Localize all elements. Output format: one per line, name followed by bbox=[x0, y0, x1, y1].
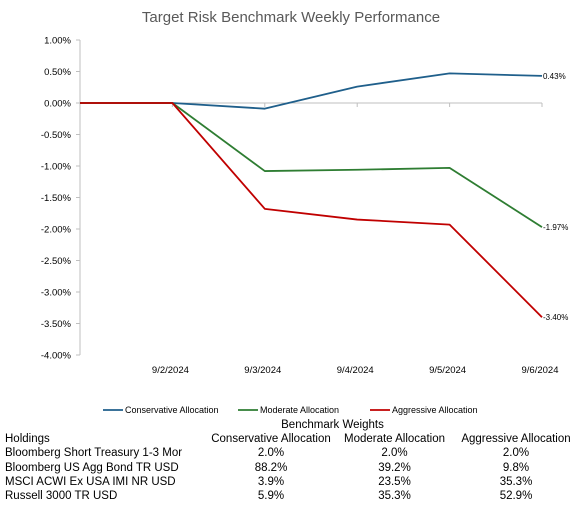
y-tick-label: -0.50% bbox=[41, 130, 72, 141]
x-tick-label: 9/5/2024 bbox=[429, 365, 466, 376]
y-tick-label: -1.00% bbox=[41, 162, 72, 173]
series-end-label: -3.40% bbox=[543, 313, 568, 322]
y-axis: 1.00% 0.50% 0.00% -0.50% -1.00% -1.50% -2.00% -… bbox=[41, 36, 81, 362]
table-caption: Benchmark Weights bbox=[281, 419, 384, 431]
moderate-weight: 23.5% bbox=[378, 475, 411, 488]
x-axis: 9/2/2024 9/3/2024 9/4/2024 9/5/2024 9/6/2024 bbox=[80, 102, 559, 376]
y-tick-label: -2.00% bbox=[41, 225, 72, 236]
header-conservative: Conservative Allocation bbox=[211, 433, 331, 446]
y-tick-label: -4.00% bbox=[41, 351, 72, 362]
legend-label: Conservative Allocation bbox=[125, 405, 219, 415]
y-tick-label: 0.00% bbox=[44, 99, 71, 110]
legend-label: Moderate Allocation bbox=[260, 405, 339, 415]
series-end-label: 0.43% bbox=[543, 72, 566, 81]
table-row: Bloomberg Short Treasury 1-3 Mor 2.0% 2.… bbox=[5, 446, 580, 460]
performance-chart: Target Risk Benchmark Weekly Performance… bbox=[41, 9, 568, 415]
chart-title: Target Risk Benchmark Weekly Performance bbox=[142, 9, 440, 26]
conservative-weight: 88.2% bbox=[254, 461, 288, 474]
benchmark-weights-table: Benchmark Weights Holdings Conservative … bbox=[5, 418, 580, 503]
table-row: Russell 3000 TR USD 5.9% 35.3% 52.9% bbox=[5, 489, 580, 503]
series-group: 0.43% -1.97% -3.40% bbox=[80, 72, 568, 322]
aggressive-weight: 9.8% bbox=[502, 461, 530, 474]
conservative-weight: 5.9% bbox=[257, 490, 285, 503]
x-tick-label: 9/4/2024 bbox=[337, 365, 374, 376]
aggressive-weight: 2.0% bbox=[502, 447, 530, 460]
x-tick-label: 9/2/2024 bbox=[152, 365, 189, 376]
y-tick-label: -3.00% bbox=[41, 288, 72, 299]
legend: Conservative Allocation Moderate Allocati… bbox=[103, 405, 478, 415]
conservative-weight: 2.0% bbox=[257, 447, 285, 460]
legend-label: Aggressive Allocation bbox=[392, 405, 478, 415]
x-tick-label: 9/3/2024 bbox=[244, 365, 281, 376]
y-tick-label: 1.00% bbox=[44, 36, 71, 47]
moderate-weight: 39.2% bbox=[378, 461, 411, 474]
x-tick-label: 9/6/2024 bbox=[522, 365, 559, 376]
series-line bbox=[80, 102, 543, 228]
series-line bbox=[80, 102, 543, 318]
holding-name: Bloomberg US Agg Bond TR USD bbox=[5, 461, 179, 474]
y-tick-label: -1.50% bbox=[41, 193, 72, 204]
table-header-row: Holdings Conservative Allocation Moderat… bbox=[5, 432, 580, 446]
y-tick-label: -3.50% bbox=[41, 319, 72, 330]
holding-name: Russell 3000 TR USD bbox=[5, 490, 118, 503]
series-end-label: -1.97% bbox=[543, 223, 568, 232]
y-tick-label: 0.50% bbox=[44, 67, 71, 78]
header-aggressive: Aggressive Allocation bbox=[461, 433, 571, 446]
y-tick-label: -2.50% bbox=[41, 256, 72, 267]
holding-name: Bloomberg Short Treasury 1-3 Mor bbox=[5, 447, 183, 460]
moderate-weight: 35.3% bbox=[378, 490, 411, 503]
table-row: Bloomberg US Agg Bond TR USD 88.2% 39.2%… bbox=[5, 461, 580, 475]
aggressive-weight: 35.3% bbox=[499, 475, 533, 488]
table-row: MSCI ACWI Ex USA IMI NR USD 3.9% 23.5% 3… bbox=[5, 475, 580, 489]
conservative-weight: 3.9% bbox=[257, 475, 285, 488]
header-holdings: Holdings bbox=[5, 433, 50, 446]
aggressive-weight: 52.9% bbox=[499, 490, 533, 503]
holding-name: MSCI ACWI Ex USA IMI NR USD bbox=[5, 475, 176, 488]
header-moderate: Moderate Allocation bbox=[343, 433, 445, 446]
moderate-weight: 2.0% bbox=[381, 447, 408, 460]
